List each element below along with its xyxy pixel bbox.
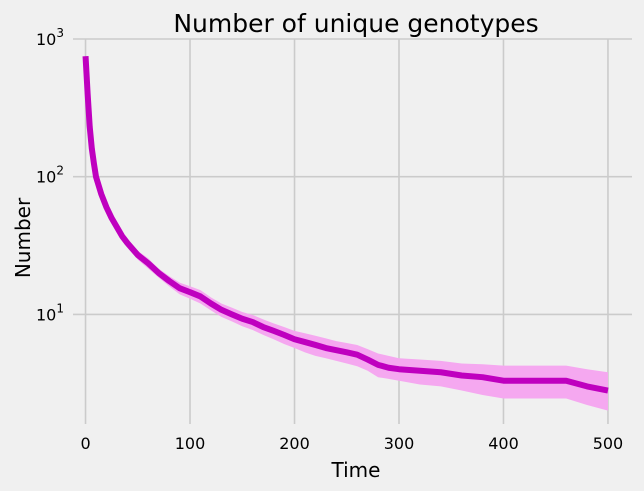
y-axis-label: Number <box>11 197 35 278</box>
confidence-band <box>85 56 608 411</box>
y-tick-label: 101 <box>36 301 64 324</box>
series-line <box>82 56 609 394</box>
confidence-band-layer <box>85 56 608 411</box>
series-line-layer <box>82 56 609 394</box>
y-tick-labels: 101 102 103 <box>36 26 64 324</box>
chart-title: Number of unique genotypes <box>173 9 538 38</box>
x-tick-label: 500 <box>593 434 624 453</box>
x-tick-labels: 0 100 200 300 400 500 <box>80 434 623 453</box>
x-axis-label: Time <box>331 458 381 482</box>
x-tick-label: 400 <box>488 434 519 453</box>
x-tick-label: 200 <box>279 434 310 453</box>
x-tick-label: 0 <box>80 434 90 453</box>
x-tick-label: 300 <box>384 434 415 453</box>
y-tick-label: 103 <box>36 26 64 49</box>
grid <box>73 38 632 424</box>
y-tick-label: 102 <box>36 164 64 187</box>
x-tick-label: 100 <box>175 434 206 453</box>
